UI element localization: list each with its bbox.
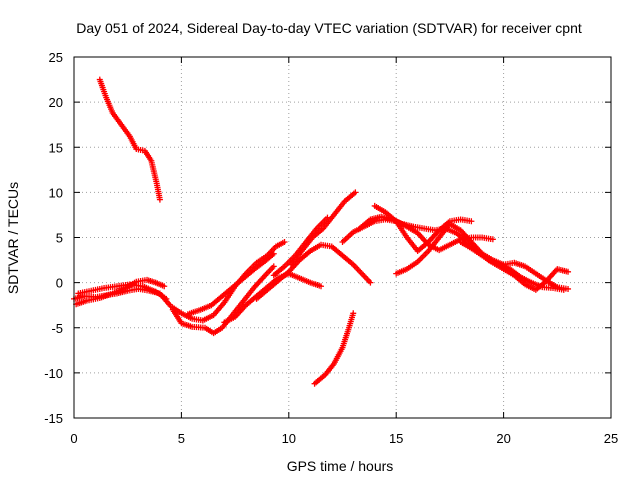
data-point	[161, 283, 168, 290]
y-tick-label: -5	[51, 321, 63, 336]
y-tick-label: 0	[56, 276, 63, 291]
y-tick-label: 15	[49, 140, 63, 155]
data-points	[71, 76, 572, 387]
y-tick-label: -10	[44, 366, 63, 381]
series-arc-o	[371, 202, 475, 255]
data-point	[270, 263, 277, 270]
grid-lines	[74, 57, 611, 418]
data-point	[163, 295, 170, 302]
x-tick-label: 20	[496, 431, 510, 446]
series-arc-k	[287, 189, 359, 268]
data-point	[468, 218, 475, 225]
x-tick-label: 5	[178, 431, 185, 446]
series-arc-n	[356, 213, 567, 293]
series-arc-h	[221, 270, 325, 326]
data-point	[565, 268, 572, 275]
y-tick-label: 20	[49, 95, 63, 110]
series-arc-e	[169, 263, 277, 337]
series-arc-q	[457, 239, 572, 293]
chart-title: Day 051 of 2024, Sidereal Day-to-day VTE…	[76, 20, 582, 36]
y-tick-label: 10	[49, 185, 63, 200]
data-point	[489, 236, 496, 243]
x-tick-label: 10	[282, 431, 296, 446]
x-tick-label: 0	[70, 431, 77, 446]
data-point	[318, 283, 325, 290]
y-tick-label: -15	[44, 411, 63, 426]
series-arc-d	[75, 281, 170, 302]
y-axis-label: SDTVAR / TECUs	[5, 182, 21, 294]
data-point	[281, 239, 288, 246]
data-point	[565, 285, 572, 292]
series-arc-g	[199, 239, 288, 324]
series-arc-a	[96, 76, 163, 203]
x-axis-label: GPS time / hours	[287, 458, 394, 474]
axis-ticks: 0 5 10 15 20 25 -15 -10 -5 0 5 10 15 20 25	[44, 50, 618, 446]
data-point	[350, 310, 357, 317]
x-tick-label: 25	[604, 431, 618, 446]
series-arc-i	[253, 241, 374, 302]
data-point	[156, 196, 163, 203]
y-tick-label: 5	[56, 231, 63, 246]
series-arc-l	[311, 310, 357, 387]
x-tick-label: 15	[389, 431, 403, 446]
y-tick-label: 25	[49, 50, 63, 65]
data-point	[352, 189, 359, 196]
data-point	[367, 279, 374, 286]
